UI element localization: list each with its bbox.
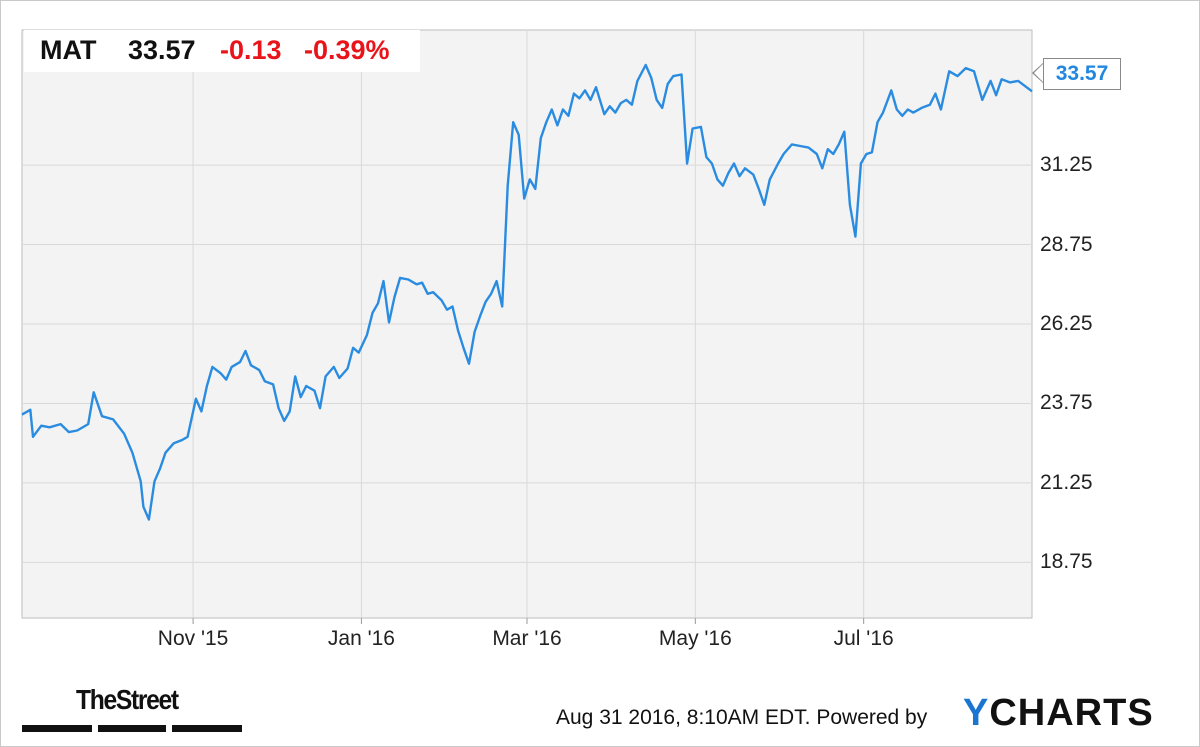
ycharts-logo[interactable]: YCHARTS <box>963 692 1154 735</box>
y-tick-label: 23.75 <box>1040 391 1093 415</box>
x-axis-ticks <box>192 618 865 624</box>
x-tick-label: Jul '16 <box>833 627 894 650</box>
x-tick-label: Nov '15 <box>157 627 229 650</box>
logo-bar <box>98 725 166 732</box>
price-change: -0.13 <box>220 35 282 65</box>
gridlines <box>22 30 1032 618</box>
thestreet-logo: TheStreet <box>76 684 179 715</box>
powered-by-text: Powered by <box>816 706 928 729</box>
x-tick-label: May '16 <box>658 627 732 650</box>
ycharts-logo-text: CHARTS <box>989 692 1154 734</box>
last-price: 33.57 <box>128 35 196 65</box>
logo-bar <box>22 725 92 732</box>
quote-header <box>24 30 420 72</box>
y-tick-label: 21.25 <box>1040 470 1093 494</box>
logo-bar <box>172 725 242 732</box>
footer-attribution: Aug 31 2016, 8:10AM EDT. Powered by <box>556 706 927 730</box>
price-series-line <box>21 63 1033 521</box>
y-tick-label: 26.25 <box>1040 312 1093 335</box>
timestamp: Aug 31 2016, 8:10AM EDT. <box>556 706 811 729</box>
x-tick-label: Jan '16 <box>327 627 395 650</box>
last-value-label: 33.57 <box>1043 58 1121 90</box>
y-tick-label: 28.75 <box>1040 232 1093 256</box>
ycharts-logo-y: Y <box>963 692 990 734</box>
y-tick-label: 31.25 <box>1040 153 1093 177</box>
y-tick-label: 18.75 <box>1040 550 1093 574</box>
last-value-pointer-fill <box>1034 63 1044 83</box>
ticker-symbol: MAT <box>40 35 97 65</box>
x-tick-label: Mar '16 <box>492 627 562 650</box>
price-change-percent: -0.39% <box>304 35 390 65</box>
